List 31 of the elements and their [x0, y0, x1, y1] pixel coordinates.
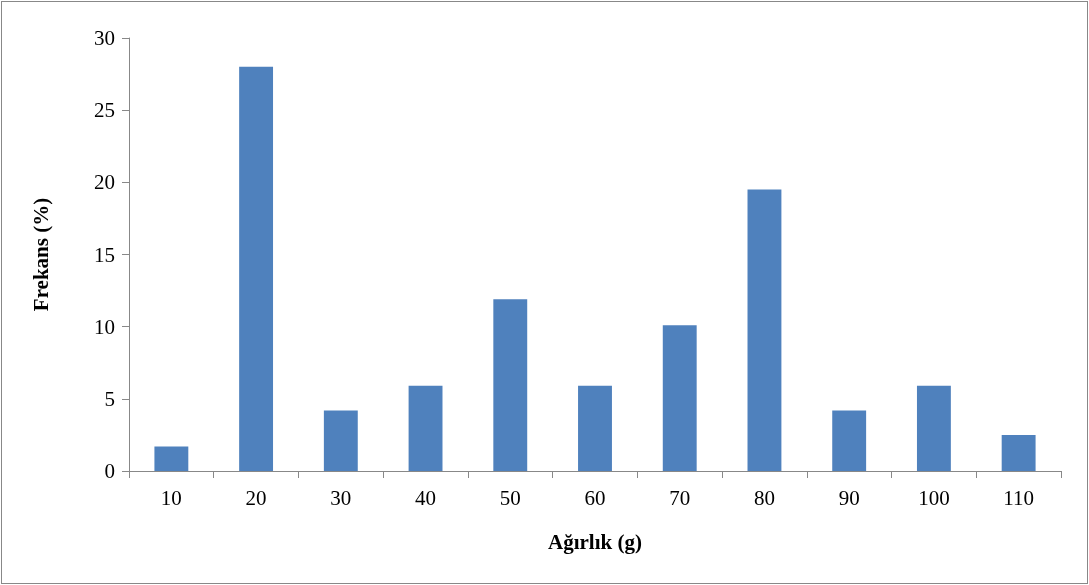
- bar: [1001, 434, 1036, 471]
- bar: [408, 385, 443, 471]
- x-tick-label: 90: [838, 485, 860, 510]
- bar: [578, 385, 612, 471]
- x-tick-label: 30: [330, 485, 352, 510]
- bar: [323, 410, 358, 471]
- x-tick-label: 10: [160, 485, 182, 510]
- bar: [239, 66, 274, 471]
- y-tick-label: 15: [94, 242, 115, 267]
- bar: [154, 446, 189, 471]
- x-tick-label: 110: [1003, 485, 1034, 510]
- bar: [747, 189, 782, 471]
- bar: [493, 299, 528, 471]
- x-tick-label: 20: [245, 485, 267, 510]
- x-tick-label: 40: [415, 485, 437, 510]
- x-tick-label: 80: [753, 485, 775, 510]
- x-tick-label: 70: [669, 485, 691, 510]
- x-tick-label: 60: [584, 485, 606, 510]
- y-axis-title: Frekans (%): [28, 197, 53, 312]
- bar: [832, 410, 867, 471]
- x-tick-label: 50: [499, 485, 521, 510]
- bar: [916, 385, 951, 471]
- y-tick-label: 10: [94, 314, 115, 339]
- x-tick-label: 100: [918, 485, 950, 510]
- y-tick-label: 5: [104, 386, 115, 411]
- y-tick-label: 30: [94, 26, 115, 50]
- y-tick-label: 25: [94, 98, 115, 123]
- y-tick-label: 0: [104, 459, 115, 483]
- bar: [662, 325, 697, 471]
- x-axis-title: Ağırlık (g): [548, 529, 642, 554]
- y-tick-label: 20: [94, 170, 115, 195]
